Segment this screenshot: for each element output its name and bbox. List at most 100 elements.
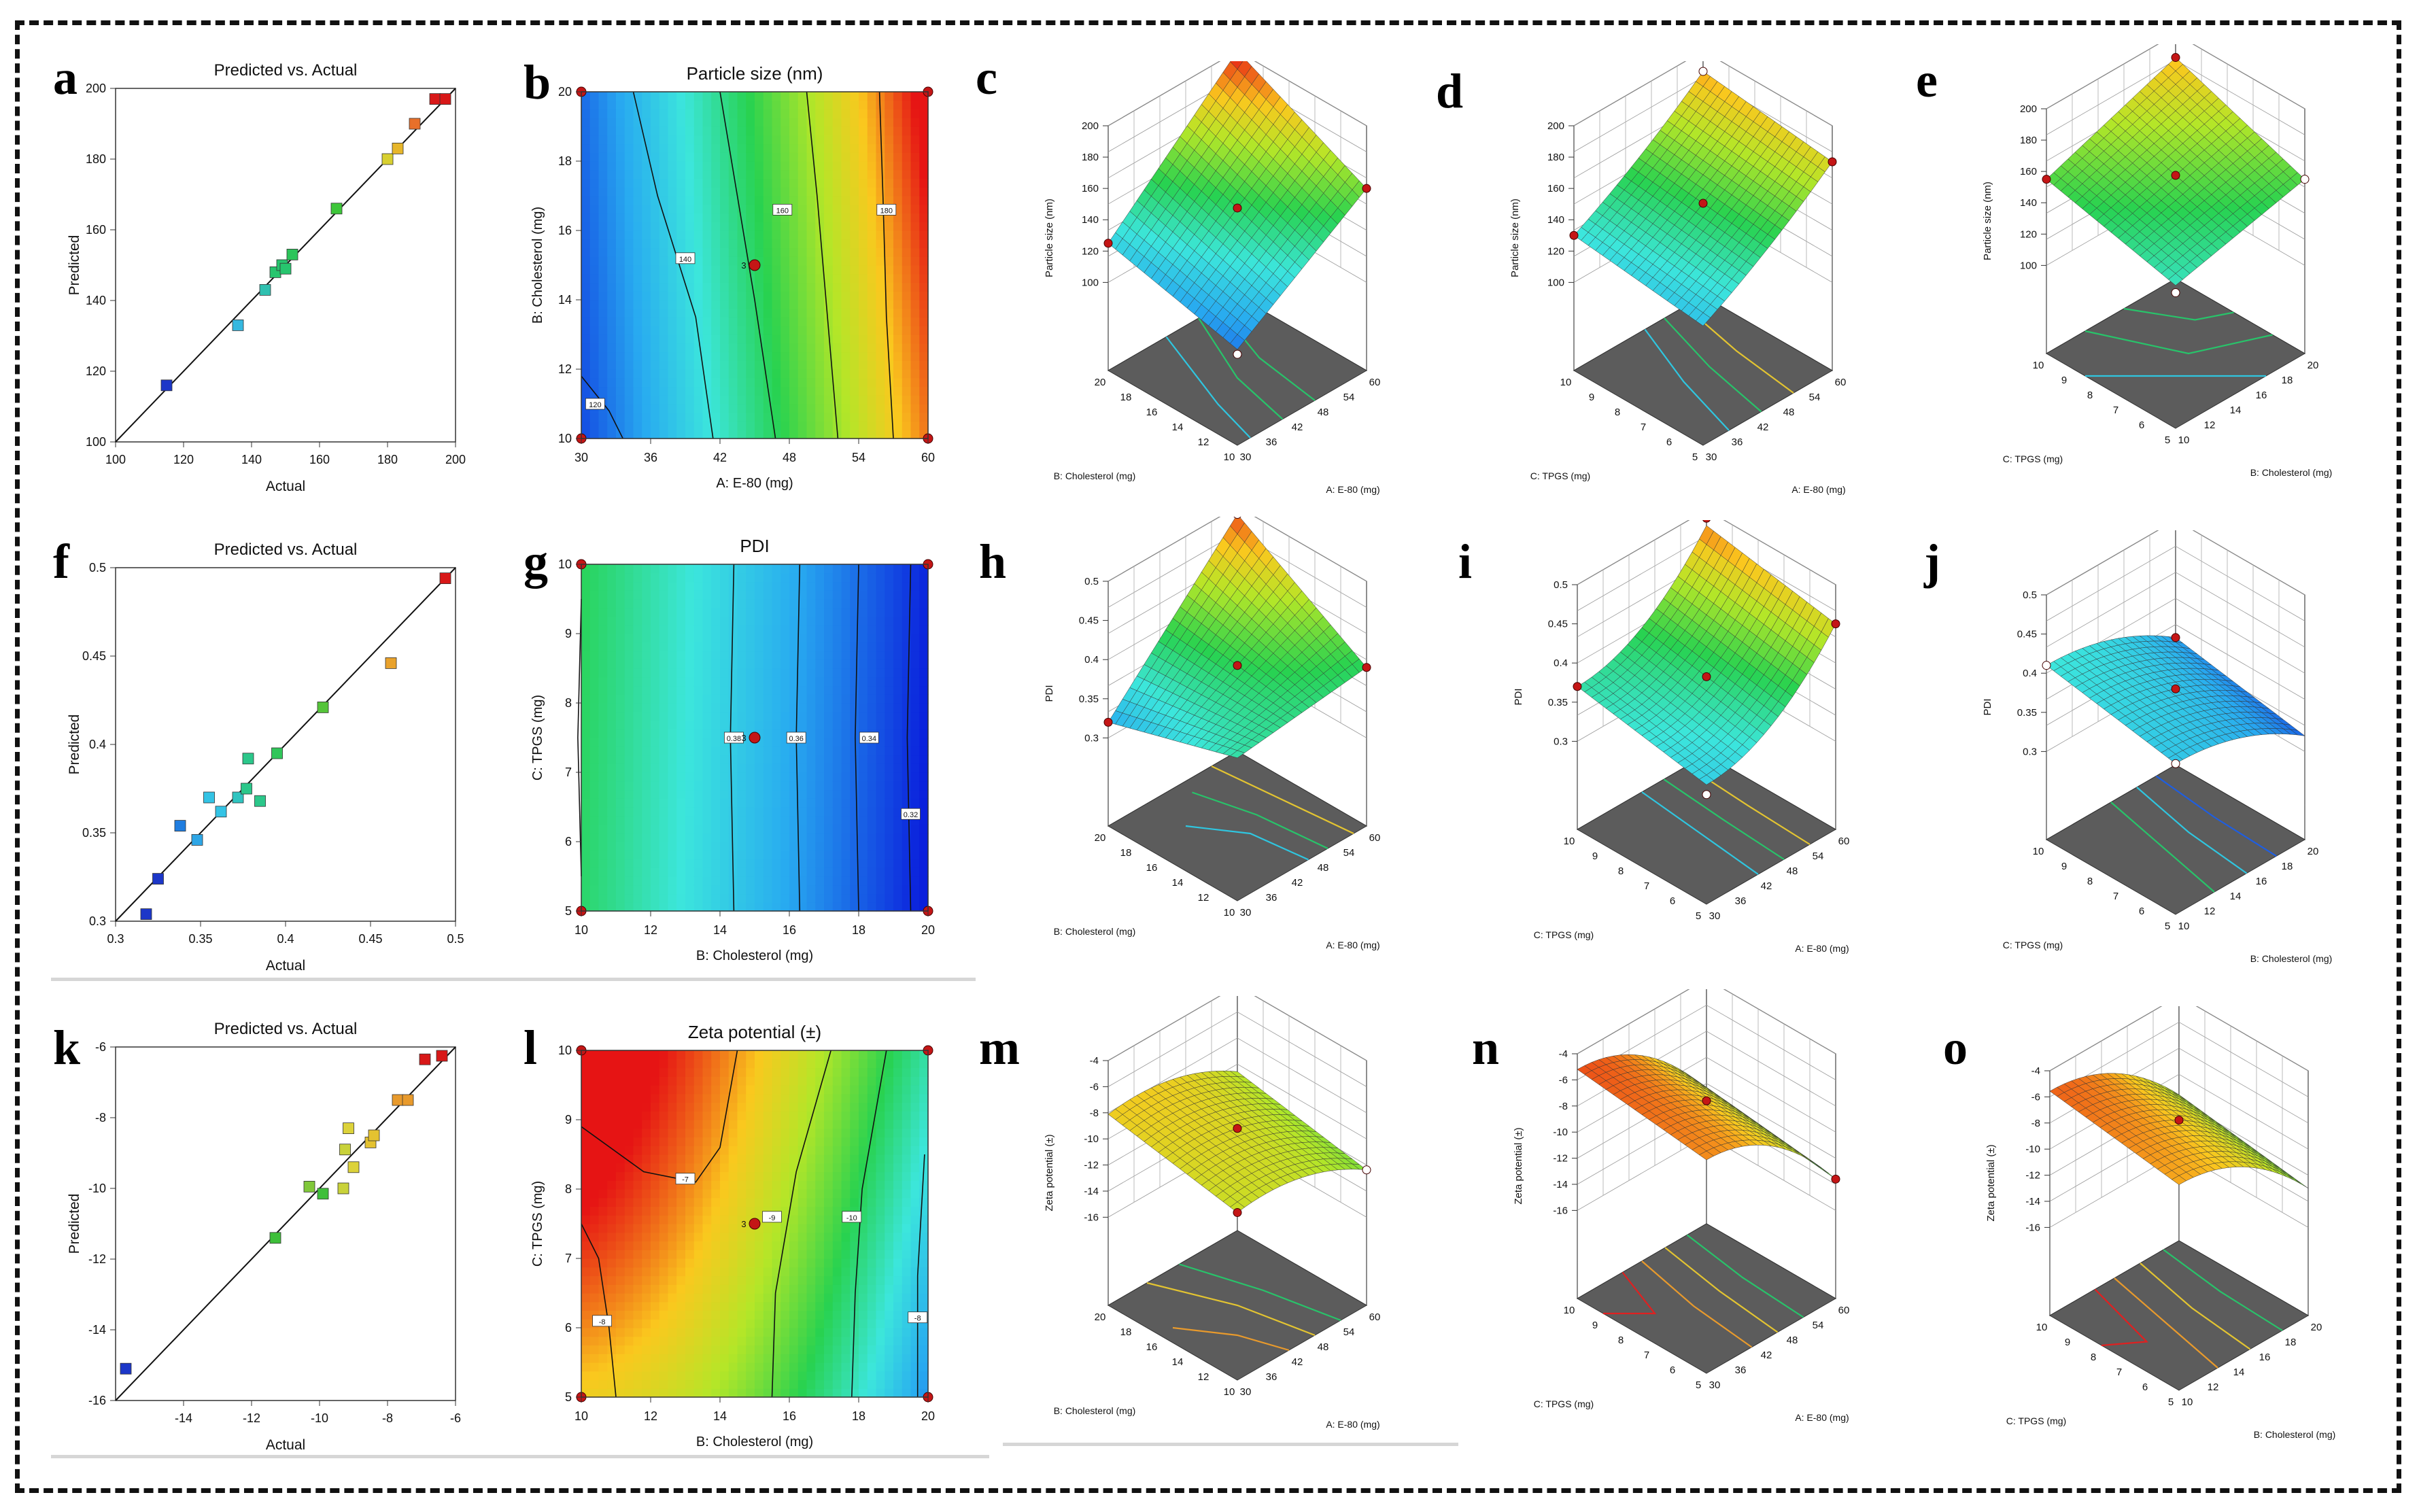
heatmap-cell	[668, 581, 677, 591]
heatmap-cell	[902, 273, 912, 284]
heatmap-cell	[832, 824, 842, 834]
heatmap-cell	[867, 607, 877, 617]
heatmap-cell	[832, 247, 842, 257]
heatmap-cell	[885, 599, 894, 608]
heatmap-cell	[642, 178, 651, 188]
heatmap-cell	[763, 239, 773, 249]
heatmap-cell	[893, 143, 903, 153]
heatmap-cell	[780, 772, 790, 782]
heatmap-cell	[885, 607, 894, 617]
heatmap-cell	[755, 230, 764, 240]
heatmap-cell	[772, 230, 781, 240]
heatmap-cell	[685, 118, 695, 127]
heatmap-cell	[789, 334, 799, 344]
heatmap-cell	[676, 789, 686, 799]
plot-border	[581, 564, 929, 912]
floor-contour	[1192, 791, 1328, 849]
heatmap-cell	[806, 152, 816, 162]
heatmap-cell	[910, 386, 920, 396]
heatmap-cell	[702, 135, 712, 145]
heatmap-cell	[589, 599, 600, 608]
heatmap-cell	[867, 265, 877, 275]
heatmap-cell	[910, 738, 920, 747]
heatmap-cell	[607, 668, 617, 678]
heatmap-cell	[659, 317, 669, 326]
heatmap-cell	[910, 850, 920, 860]
heatmap-cell	[607, 789, 617, 799]
heatmap-cell	[919, 118, 929, 127]
heatmap-cell	[859, 876, 868, 886]
heatmap-cell	[720, 850, 730, 860]
heatmap-cell	[720, 126, 730, 136]
x-tick-label: 36	[1266, 436, 1277, 448]
heatmap-cell	[893, 729, 903, 738]
heatmap-cell	[780, 711, 790, 721]
y-tick-label: 12	[558, 362, 572, 376]
heatmap-cell	[702, 204, 712, 214]
heatmap-cell	[581, 729, 591, 738]
heatmap-cell	[876, 395, 885, 405]
x-tick-label: 60	[1369, 832, 1381, 844]
heatmap-cell	[797, 247, 808, 257]
heatmap-cell	[685, 204, 695, 214]
heatmap-cell	[815, 876, 825, 886]
heatmap-cell	[780, 807, 790, 817]
heatmap-cell	[737, 161, 747, 171]
heatmap-cell	[693, 755, 704, 764]
heatmap-cell	[642, 222, 651, 231]
heatmap-cell	[780, 109, 790, 118]
heatmap-cell	[850, 902, 859, 912]
heatmap-cell	[772, 850, 781, 860]
heatmap-cell	[693, 824, 704, 834]
heatmap-cell	[867, 659, 877, 669]
heatmap-cell	[659, 256, 669, 266]
heatmap-cell	[711, 282, 721, 292]
heatmap-cell	[910, 668, 920, 678]
heatmap-cell	[607, 625, 617, 634]
heatmap-cell	[668, 625, 677, 634]
heatmap-cell	[624, 273, 634, 284]
heatmap-cell	[867, 169, 877, 179]
heatmap-cell	[910, 317, 920, 326]
heatmap-cell	[824, 430, 834, 439]
heatmap-cell	[633, 859, 642, 868]
heatmap-cell	[607, 213, 617, 222]
heatmap-cell	[720, 876, 730, 886]
heatmap-cell	[607, 178, 617, 188]
heatmap-cell	[789, 694, 799, 704]
heatmap-cell	[797, 833, 808, 842]
heatmap-cell	[910, 876, 920, 886]
heatmap-cell	[876, 239, 885, 249]
heatmap-cell	[772, 634, 781, 643]
heatmap-cell	[720, 300, 730, 309]
heatmap-cell	[651, 386, 660, 396]
y-tick-label: 7	[2113, 405, 2118, 416]
heatmap-cell	[850, 755, 859, 764]
heatmap-cell	[711, 720, 721, 729]
heatmap-cell	[659, 360, 669, 370]
heatmap-cell	[824, 651, 834, 660]
heatmap-cell	[607, 273, 617, 284]
heatmap-cell	[780, 685, 790, 695]
heatmap-cell	[607, 755, 617, 764]
heatmap-cell	[815, 204, 825, 214]
heatmap-cell	[693, 850, 704, 860]
heatmap-cell	[702, 642, 712, 652]
heatmap-cell	[616, 651, 625, 660]
heatmap-cell	[797, 772, 808, 782]
heatmap-cell	[746, 824, 755, 834]
heatmap-cell	[651, 412, 660, 422]
heatmap-cell	[824, 360, 834, 370]
heatmap-cell	[651, 564, 660, 574]
heatmap-cell	[763, 161, 773, 171]
heatmap-cell	[859, 668, 868, 678]
heatmap-cell	[867, 247, 877, 257]
heatmap-cell	[780, 642, 790, 652]
heatmap-cell	[755, 196, 764, 205]
heatmap-cell	[815, 824, 825, 834]
heatmap-cell	[633, 152, 642, 162]
heatmap-cell	[581, 651, 591, 660]
heatmap-cell	[919, 867, 929, 877]
heatmap-cell	[772, 92, 781, 101]
heatmap-cell	[824, 213, 834, 222]
